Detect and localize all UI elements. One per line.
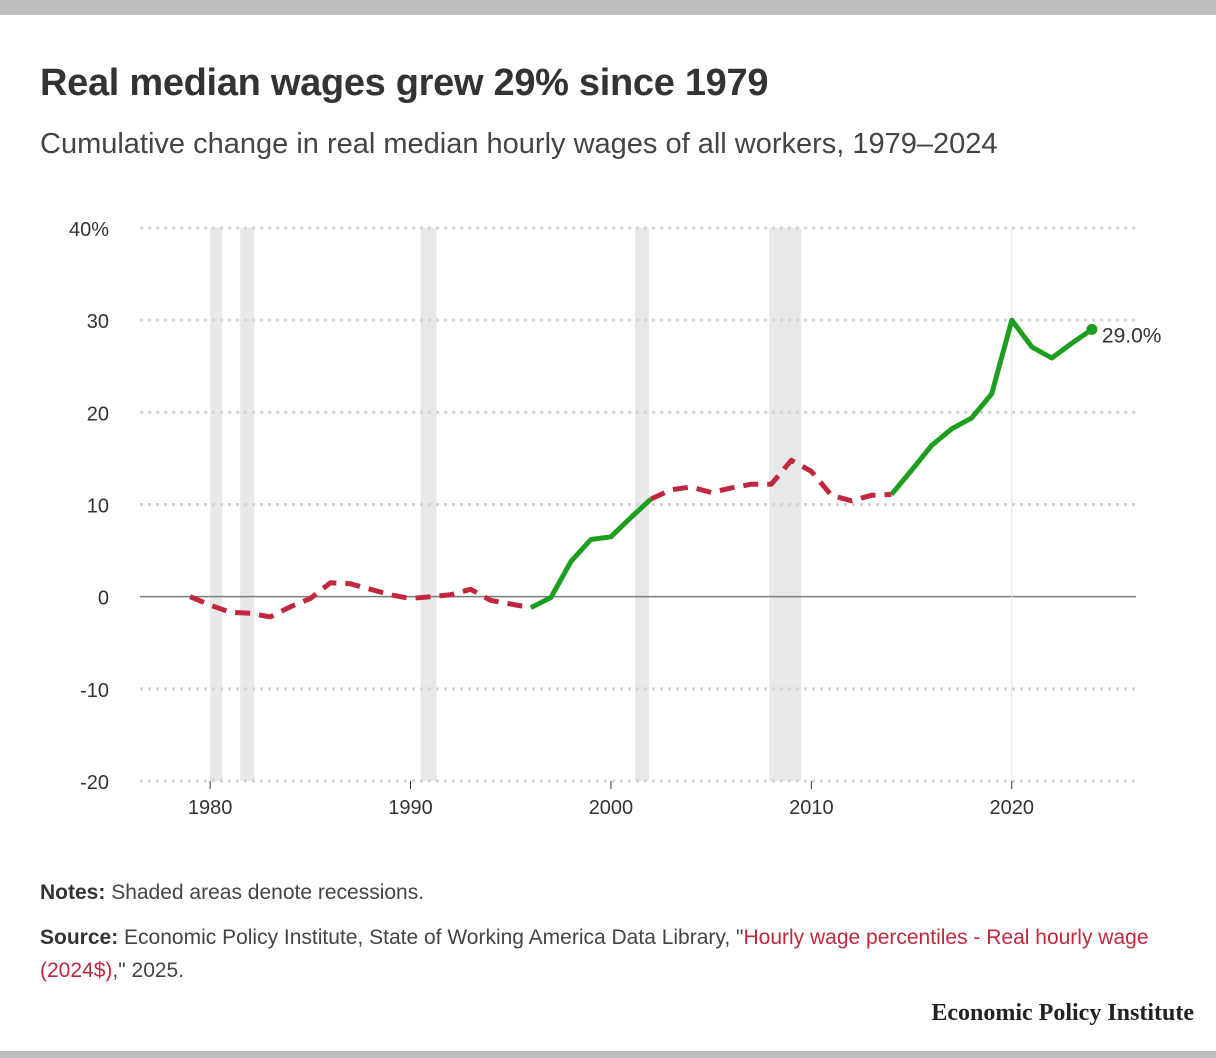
chart-subtitle: Cumulative change in real median hourly … (40, 128, 998, 160)
notes-label: Notes: (40, 881, 106, 904)
line-chart: -20 -10 0 10 20 30 40% 1980 1990 2000 2010 2020 29… (69, 219, 1162, 819)
red-dashed-segment (189, 580, 532, 620)
y-tick-label: 40% (69, 219, 109, 241)
wage-series (189, 317, 1094, 620)
end-point-marker (1086, 323, 1098, 335)
y-tick-label: 20 (87, 403, 109, 425)
chart-title: Real median wages grew 29% since 1979 (40, 62, 769, 104)
x-tick-label: 2000 (589, 797, 634, 819)
top-border (0, 0, 1216, 15)
red-dashed-segment (649, 457, 892, 504)
y-tick-label: -10 (80, 680, 109, 702)
data-point (227, 609, 233, 615)
notes-text: Shaded areas denote recessions. (111, 881, 425, 904)
notes-block: Notes: Shaded areas denote recessions. S… (40, 876, 1170, 999)
green-solid-segment (889, 317, 1094, 497)
source-line: Source: Economic Policy Institute, State… (40, 921, 1170, 987)
x-tick-label: 1980 (188, 797, 233, 819)
recession-band (240, 228, 255, 781)
x-tick-label: 1990 (388, 797, 433, 819)
x-tick-label: 2010 (789, 797, 834, 819)
y-tick-label: 0 (98, 588, 109, 610)
data-points: 29.0% (227, 323, 1162, 615)
notes-line: Notes: Shaded areas denote recessions. (40, 876, 1170, 909)
end-value-label: 29.0% (1102, 324, 1162, 347)
y-axis: -20 -10 0 10 20 30 40% (69, 219, 109, 794)
source-text: Economic Policy Institute, State of Work… (124, 926, 744, 949)
y-tick-label: 10 (87, 496, 109, 518)
source-text-end: ," 2025. (112, 959, 185, 982)
recession-bands (210, 228, 802, 781)
x-axis: 1980 1990 2000 2010 2020 (188, 781, 1034, 819)
y-tick-label: -20 (80, 772, 109, 794)
y-tick-label: 30 (87, 311, 109, 333)
x-tick-label: 2020 (990, 797, 1035, 819)
green-solid-segment (529, 497, 653, 610)
bottom-border (0, 1051, 1216, 1058)
source-link[interactable]: Hourly wage percentiles - Real hourly wa… (40, 926, 1149, 982)
source-label: Source: (40, 926, 119, 949)
data-point (688, 484, 694, 490)
epi-logo: Economic Policy Institute (931, 1000, 1194, 1026)
recession-band (210, 228, 223, 781)
